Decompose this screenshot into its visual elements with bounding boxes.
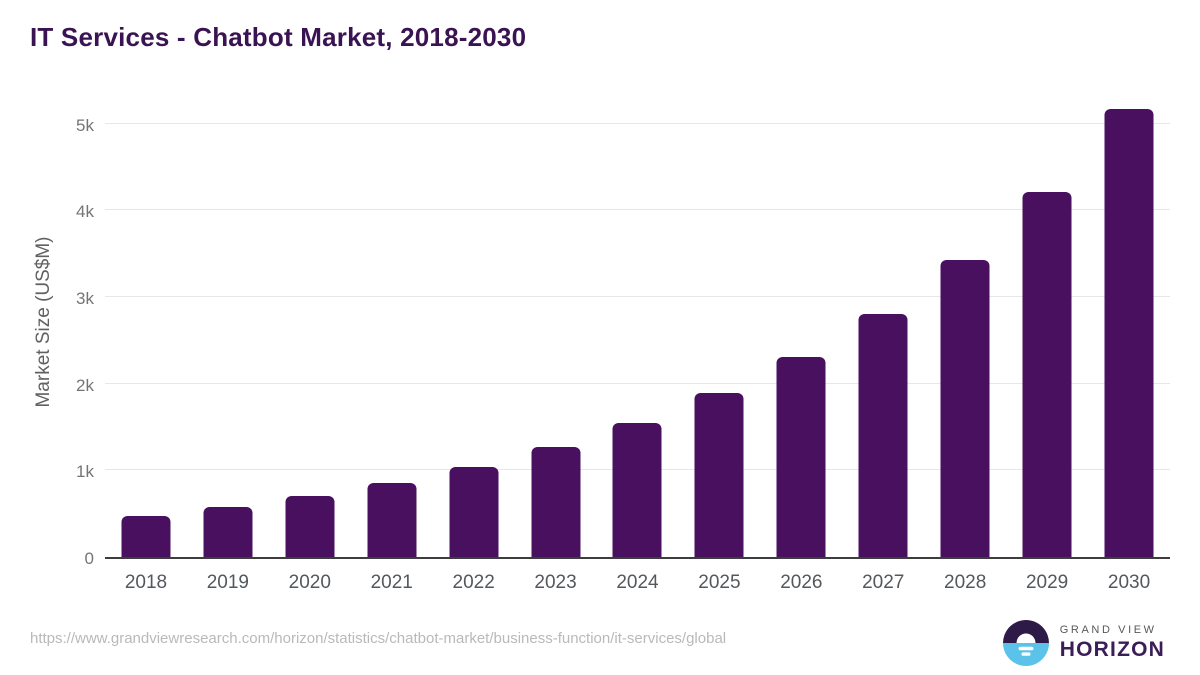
x-axis-label-2022: 2022 <box>452 572 495 593</box>
logo-company-name: GRAND VIEW <box>1059 624 1157 636</box>
bar-2018[interactable] <box>121 515 171 557</box>
y-tick-label-1k: 1k <box>76 462 94 482</box>
logo-product-name: HORIZON <box>1059 638 1165 661</box>
bar-slot-2019 <box>187 95 269 557</box>
x-axis-label-2023: 2023 <box>534 572 577 593</box>
sunrise-horizon-icon <box>1002 620 1049 666</box>
bars <box>105 95 1170 557</box>
bar-2026[interactable] <box>776 356 826 557</box>
bar-slot-2027 <box>842 95 924 557</box>
y-tick-label-0: 0 <box>84 549 94 568</box>
bar-slot-2030 <box>1088 95 1170 557</box>
chart-title: IT Services - Chatbot Market, 2018-2030 <box>30 22 527 52</box>
bar-slot-2028 <box>924 95 1006 557</box>
bar-slot-2025 <box>678 95 760 557</box>
x-axis-label-2021: 2021 <box>370 572 413 593</box>
y-tick-labels: 0 1k 2k 3k 4k 5k <box>0 95 94 569</box>
bar-slot-2024 <box>597 95 679 557</box>
bar-slot-2029 <box>1006 95 1088 557</box>
grandview-horizon-logo: GRAND VIEW HORIZON <box>1002 619 1165 667</box>
gridline-4k <box>105 209 1170 211</box>
footer-source-url: https://www.grandviewresearch.com/horizo… <box>30 630 727 647</box>
gridline-2k <box>105 382 1170 384</box>
bar-slot-2020 <box>269 95 351 557</box>
bar-2022[interactable] <box>449 467 499 557</box>
bar-slot-2022 <box>433 95 515 557</box>
bar-2027[interactable] <box>858 313 908 557</box>
bar-2030[interactable] <box>1104 108 1154 557</box>
x-axis-label-2029: 2029 <box>1025 572 1069 593</box>
y-tick-label-2k: 2k <box>76 375 94 395</box>
bar-2019[interactable] <box>203 507 253 557</box>
x-axis-label-2027: 2027 <box>862 572 905 593</box>
x-axis-label-2020: 2020 <box>288 572 331 593</box>
bar-slot-2026 <box>760 95 842 557</box>
x-axis-label-2030: 2030 <box>1107 572 1151 593</box>
x-axis-labels: 2018 2019 2020 2021 2022 2023 2024 2025 2026 2027… <box>105 571 1170 595</box>
gridline-3k <box>105 295 1170 297</box>
x-axis-label-2019: 2019 <box>206 572 250 593</box>
y-tick-label-3k: 3k <box>76 288 94 308</box>
bar-slot-2018 <box>105 95 187 557</box>
bar-2028[interactable] <box>940 259 990 557</box>
y-tick-label-5k: 5k <box>76 115 94 135</box>
bar-slot-2021 <box>351 95 433 557</box>
bar-2029[interactable] <box>1022 192 1072 557</box>
x-axis-label-2028: 2028 <box>944 572 987 593</box>
logo-text: GRAND VIEW HORIZON <box>1060 624 1165 662</box>
x-axis-label-2026: 2026 <box>780 572 823 593</box>
x-axis-label-2025: 2025 <box>698 572 741 593</box>
x-axis-label-2024: 2024 <box>616 572 659 593</box>
y-tick-label-4k: 4k <box>76 202 94 222</box>
bar-2025[interactable] <box>694 393 744 557</box>
gridline-5k <box>105 122 1170 124</box>
plot-area <box>105 95 1170 559</box>
bar-2023[interactable] <box>531 447 581 557</box>
bar-slot-2023 <box>515 95 597 557</box>
x-axis-label-2018: 2018 <box>124 572 168 593</box>
bar-2021[interactable] <box>367 483 417 557</box>
bar-2024[interactable] <box>612 423 662 557</box>
bar-2020[interactable] <box>285 496 335 557</box>
